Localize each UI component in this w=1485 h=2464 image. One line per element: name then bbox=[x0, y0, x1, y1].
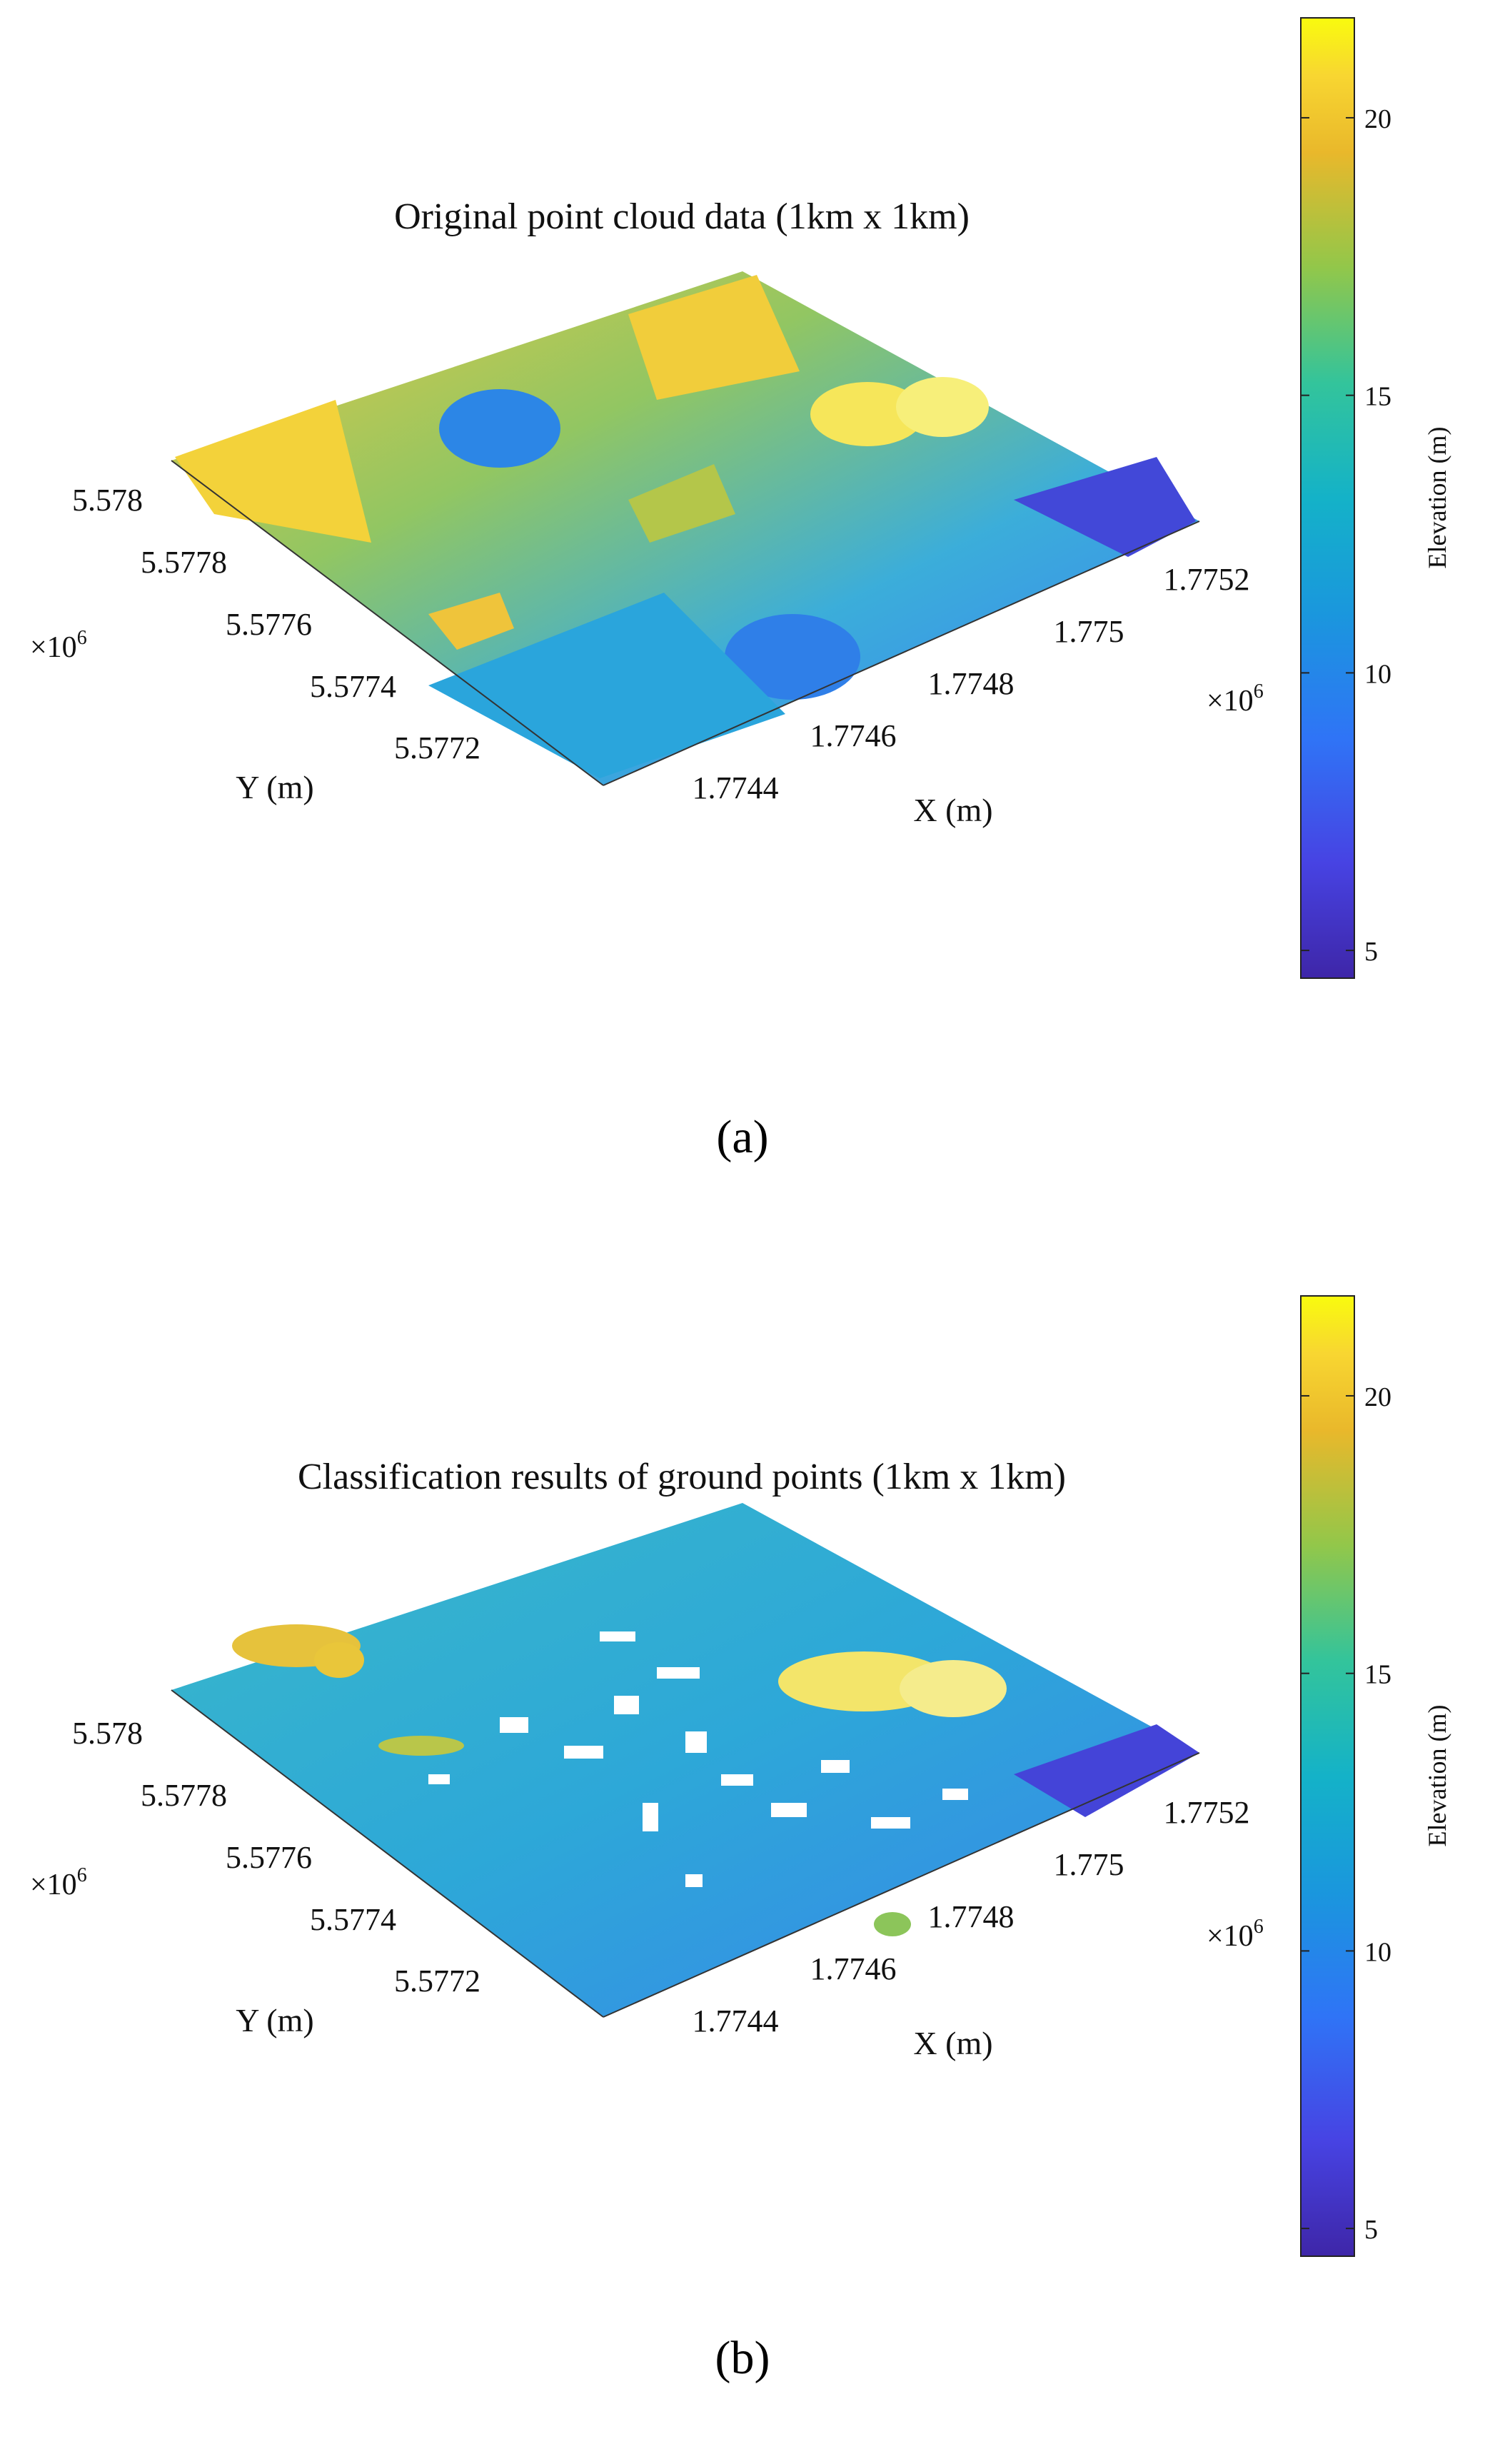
x-axis-line bbox=[603, 1752, 1200, 2018]
colorbar-tick-label: 15 bbox=[1364, 382, 1391, 412]
elevated-ground bbox=[314, 1642, 364, 1678]
building-cluster bbox=[896, 377, 989, 437]
y-tick-label: 5.5776 bbox=[226, 607, 312, 642]
elevated-ground bbox=[874, 1912, 911, 1936]
gap bbox=[821, 1760, 850, 1773]
building-cluster bbox=[810, 382, 925, 446]
panel-label-b: (b) bbox=[715, 2332, 770, 2384]
y-axis-line bbox=[171, 460, 604, 786]
blue-region bbox=[725, 614, 860, 700]
colorbar-tick-label: 15 bbox=[1364, 1660, 1391, 1690]
gap bbox=[871, 1817, 910, 1829]
x-tick-label: 1.7746 bbox=[810, 718, 897, 753]
x-ticks: 1.7744 1.7746 1.7748 1.775 1.7752 bbox=[693, 1795, 1250, 2038]
y-tick-label: 5.5776 bbox=[226, 1840, 312, 1875]
x-axis-line bbox=[603, 521, 1200, 786]
x-tick-label: 1.775 bbox=[1054, 614, 1124, 649]
gap bbox=[657, 1667, 700, 1679]
blue-region bbox=[439, 389, 560, 468]
colorbar-gradient bbox=[1300, 1295, 1355, 2257]
y-tick-label: 5.578 bbox=[72, 483, 143, 518]
y-axis-label: Y (m) bbox=[236, 769, 313, 805]
gap bbox=[771, 1803, 807, 1817]
x-exponent: ×106 bbox=[1207, 1916, 1264, 1953]
x-tick-label: 1.7744 bbox=[693, 2003, 779, 2038]
x-axis-label: X (m) bbox=[913, 792, 992, 828]
chart-b-svg: Classification results of ground points … bbox=[30, 1295, 1451, 2257]
blue-region bbox=[1014, 457, 1196, 557]
y-tick-label: 5.5774 bbox=[310, 1902, 396, 1937]
building-cluster bbox=[428, 593, 514, 650]
gap bbox=[564, 1746, 603, 1759]
colorbar-tick-label: 5 bbox=[1364, 937, 1378, 967]
surface-plane bbox=[171, 1503, 1199, 2017]
panel-label-a: (a) bbox=[716, 1111, 769, 1163]
chart-title: Original point cloud data (1km x 1km) bbox=[394, 196, 970, 237]
building-cluster bbox=[628, 464, 735, 543]
chart-title: Classification results of ground points … bbox=[298, 1457, 1066, 1497]
colorbar-label: Elevation (m) bbox=[1423, 1705, 1451, 1847]
panel-b: Classification results of ground points … bbox=[0, 1232, 1485, 2463]
colorbar: 5 10 15 20 Elevation (m) bbox=[1300, 17, 1451, 979]
chart-a-svg: Original point cloud data (1km x 1km) 5.… bbox=[30, 17, 1451, 979]
building-cluster bbox=[175, 400, 371, 543]
colorbar-tick-label: 10 bbox=[1364, 1937, 1391, 1967]
colorbar-label: Elevation (m) bbox=[1423, 427, 1451, 569]
x-axis-label: X (m) bbox=[913, 2025, 992, 2061]
x-tick-label: 1.7748 bbox=[928, 666, 1015, 701]
elevated-ground bbox=[900, 1660, 1007, 1717]
non-ground-gaps bbox=[428, 1631, 968, 1887]
x-exponent: ×106 bbox=[1207, 680, 1264, 718]
gap bbox=[643, 1803, 658, 1831]
elevated-ground bbox=[378, 1736, 464, 1756]
gap bbox=[500, 1717, 528, 1733]
x-tick-label: 1.7752 bbox=[1164, 562, 1250, 597]
x-tick-label: 1.7744 bbox=[693, 770, 779, 805]
x-tick-label: 1.7746 bbox=[810, 1951, 897, 1986]
x-tick-label: 1.775 bbox=[1054, 1847, 1124, 1882]
gap bbox=[428, 1774, 450, 1784]
colorbar-tick-label: 20 bbox=[1364, 104, 1391, 134]
gap bbox=[942, 1789, 968, 1800]
blue-region bbox=[428, 593, 785, 778]
low-ground bbox=[1014, 1724, 1199, 1817]
ground-points-surface bbox=[171, 1503, 1199, 2017]
y-tick-label: 5.578 bbox=[72, 1716, 143, 1751]
gap bbox=[721, 1774, 753, 1786]
gap bbox=[685, 1874, 703, 1887]
y-tick-label: 5.5778 bbox=[141, 1778, 227, 1813]
colorbar-gradient bbox=[1300, 17, 1355, 979]
point-cloud-surface bbox=[171, 271, 1199, 785]
y-tick-label: 5.5778 bbox=[141, 545, 227, 580]
x-tick-label: 1.7752 bbox=[1164, 1795, 1250, 1830]
y-tick-label: 5.5772 bbox=[394, 1963, 480, 1998]
gap bbox=[685, 1731, 707, 1753]
y-exponent: ×106 bbox=[30, 1864, 87, 1901]
y-axis-line bbox=[171, 1689, 604, 2018]
colorbar-tick-label: 10 bbox=[1364, 659, 1391, 689]
y-ticks: 5.578 5.5778 5.5776 5.5774 5.5772 bbox=[72, 483, 480, 765]
panel-a: Original point cloud data (1km x 1km) 5.… bbox=[30, 17, 1451, 1163]
y-exponent: ×106 bbox=[30, 627, 87, 664]
gap bbox=[600, 1631, 635, 1641]
y-tick-label: 5.5774 bbox=[310, 669, 396, 704]
colorbar: 5 10 15 20 Elevation (m) bbox=[1300, 1295, 1451, 2257]
x-tick-label: 1.7748 bbox=[928, 1899, 1015, 1934]
y-axis-label: Y (m) bbox=[236, 2002, 313, 2038]
building-cluster bbox=[628, 275, 800, 400]
colorbar-tick-label: 5 bbox=[1364, 2215, 1378, 2245]
x-ticks: 1.7744 1.7746 1.7748 1.775 1.7752 bbox=[693, 562, 1250, 805]
gap bbox=[614, 1696, 639, 1714]
colorbar-tick-label: 20 bbox=[1364, 1382, 1391, 1412]
y-tick-label: 5.5772 bbox=[394, 730, 480, 765]
y-ticks: 5.578 5.5778 5.5776 5.5774 5.5772 bbox=[72, 1716, 480, 1998]
